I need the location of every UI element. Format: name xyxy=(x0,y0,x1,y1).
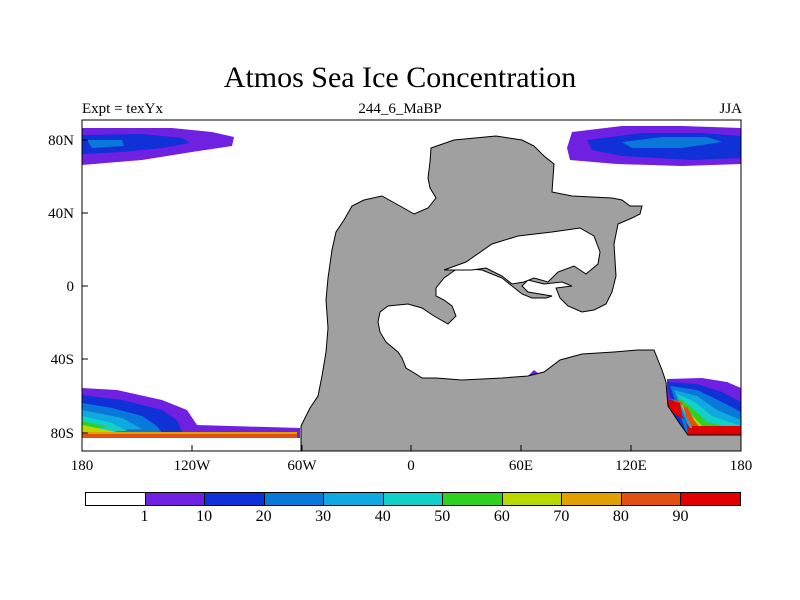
x-axis xyxy=(81,445,742,451)
season-label: JJA xyxy=(719,101,742,117)
colorbar-swatch xyxy=(144,492,206,506)
colorbar-swatch xyxy=(501,492,563,506)
y-tick-label: 80S xyxy=(51,426,74,442)
colorbar-swatch xyxy=(204,492,265,506)
arctic-ice-west xyxy=(82,128,234,165)
colorbar-label: 50 xyxy=(434,508,451,525)
colorbar-swatch xyxy=(85,492,146,506)
x-tick-label: 120W xyxy=(174,458,212,474)
map-title: Atmos Sea Ice Concentration xyxy=(223,61,577,94)
colorbar-label: 70 xyxy=(553,508,570,525)
period-label: 244_6_MaBP xyxy=(358,101,442,117)
experiment-label: Expt = texYx xyxy=(82,101,163,117)
antarctic-ice-west xyxy=(82,388,300,438)
colorbar-label: 30 xyxy=(315,508,332,525)
y-tick-label: 80N xyxy=(48,133,74,149)
x-tick-label: 0 xyxy=(407,458,415,474)
x-tick-label: 180 xyxy=(730,458,753,474)
y-axis xyxy=(82,139,88,434)
colorbar-swatch xyxy=(561,492,622,506)
colorbar-label: 20 xyxy=(255,508,272,525)
x-tick-label: 60W xyxy=(287,458,317,474)
inland-sea xyxy=(443,227,601,285)
map-plot: 180 120W 60W 0 60E 120E 180 80N 40N 0 40… xyxy=(48,119,752,474)
colorbar xyxy=(85,492,741,506)
antarctic-ice-east xyxy=(667,378,741,435)
y-tick-label: 40N xyxy=(48,206,74,222)
x-tick-label: 60E xyxy=(509,458,533,474)
colorbar-swatch xyxy=(382,492,444,506)
colorbar-label: 80 xyxy=(612,508,629,525)
y-tick-label: 0 xyxy=(67,279,75,295)
colorbar-swatch xyxy=(323,492,384,506)
colorbar-label: 1 xyxy=(140,508,149,525)
colorbar-label: 90 xyxy=(672,508,689,525)
colorbar-label: 60 xyxy=(493,508,510,525)
arctic-ice-east xyxy=(567,126,741,166)
colorbar-swatch xyxy=(263,492,325,506)
x-tick-label: 180 xyxy=(71,458,94,474)
x-tick-label: 120E xyxy=(615,458,647,474)
colorbar-swatch xyxy=(620,492,682,506)
y-tick-label: 40S xyxy=(51,352,74,368)
land-mass xyxy=(300,135,742,452)
colorbar-label: 10 xyxy=(196,508,213,525)
colorbar-label: 40 xyxy=(374,508,391,525)
colorbar-swatch xyxy=(680,492,741,506)
colorbar-swatch xyxy=(442,492,503,506)
